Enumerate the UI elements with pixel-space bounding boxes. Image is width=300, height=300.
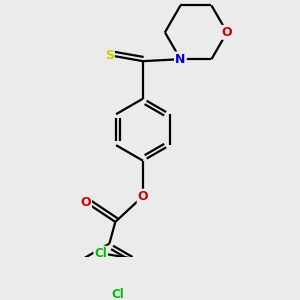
Text: N: N xyxy=(175,53,186,66)
Text: Cl: Cl xyxy=(94,247,107,260)
Text: S: S xyxy=(105,49,114,62)
Text: Cl: Cl xyxy=(112,288,124,300)
Text: N: N xyxy=(175,53,186,66)
Text: O: O xyxy=(138,190,148,203)
Text: O: O xyxy=(222,26,232,39)
Text: O: O xyxy=(80,196,91,209)
